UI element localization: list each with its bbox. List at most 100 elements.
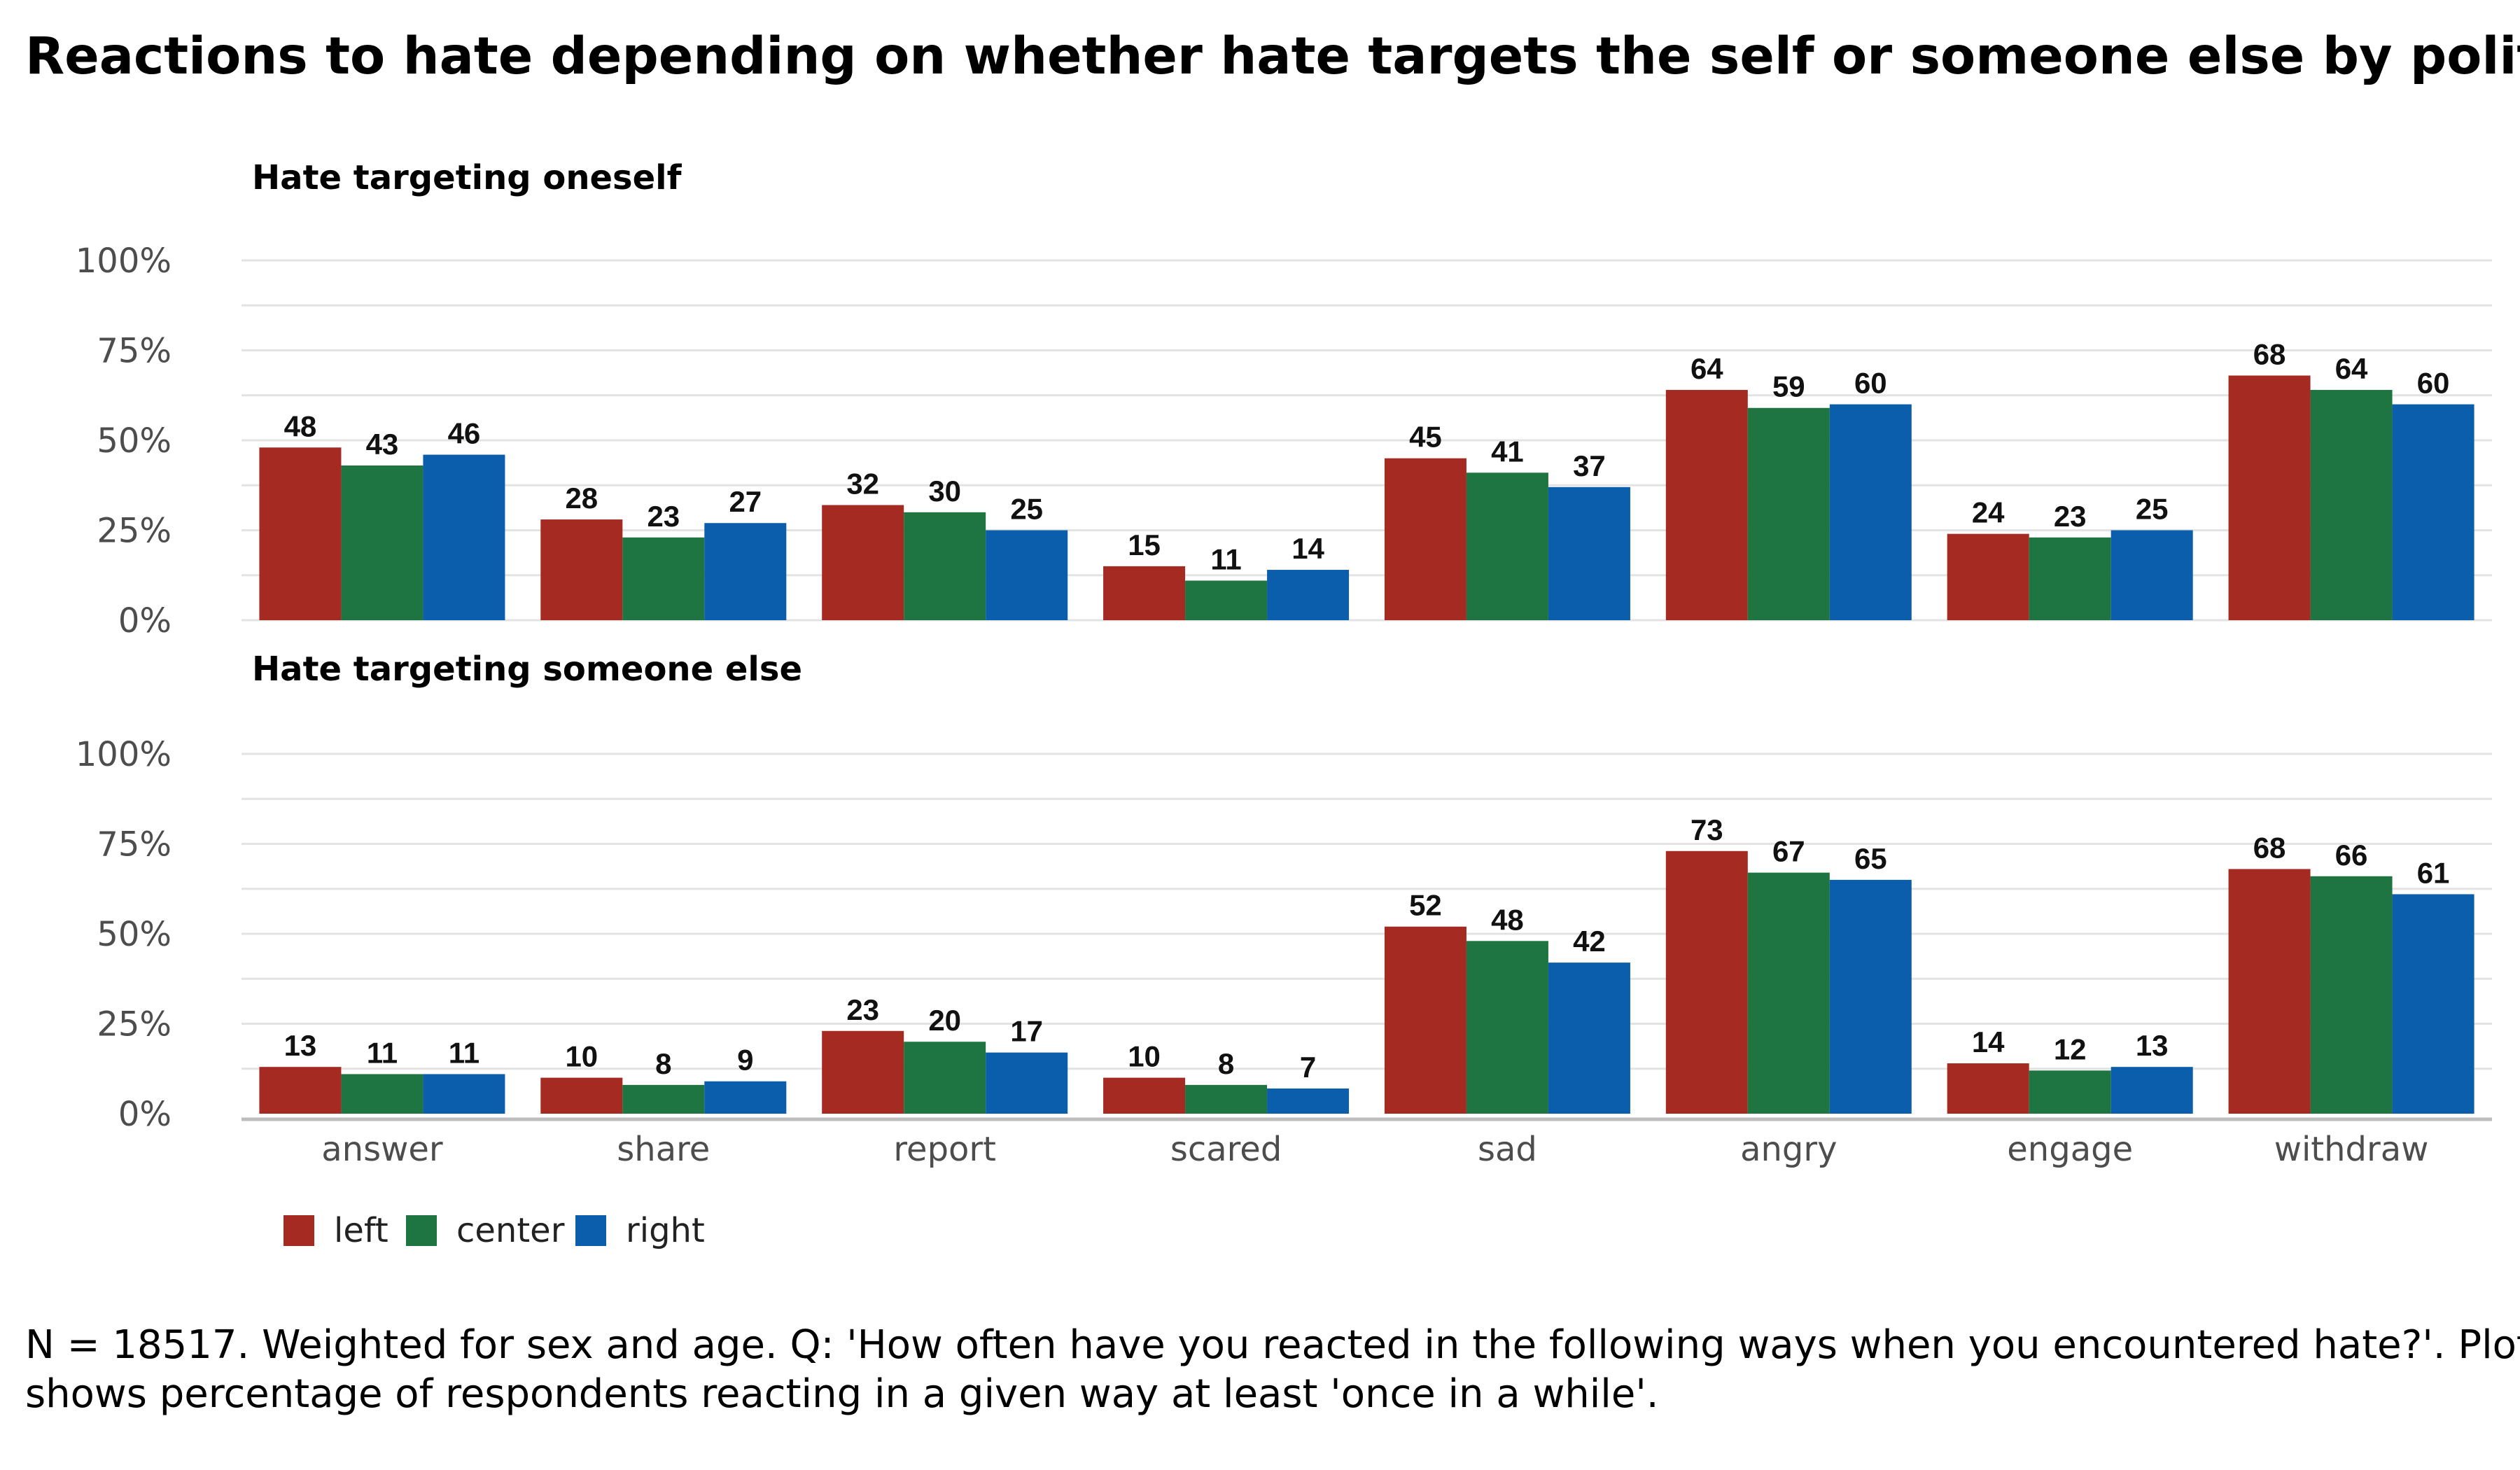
- bar-center-withdraw: [2310, 390, 2393, 620]
- data-label: 10: [565, 1040, 598, 1073]
- bar-center-sad: [1466, 472, 1548, 620]
- bar-left-report: [822, 505, 904, 620]
- data-label: 7: [1300, 1051, 1316, 1084]
- bar-left-share: [540, 1077, 623, 1114]
- bar-right-sad: [1548, 962, 1630, 1114]
- data-label: 64: [1690, 352, 1723, 385]
- bar-left-engage: [1947, 1063, 2029, 1114]
- panel-1: Hate targeting oneself 0% 25% 50% 75% 100% 48 2…: [76, 158, 2492, 640]
- y-tick-label: 75%: [97, 825, 172, 864]
- y-tick-label: 50%: [97, 915, 172, 954]
- bar-right-scared: [1267, 1088, 1350, 1114]
- data-label: 32: [846, 468, 879, 500]
- data-label: 8: [655, 1047, 671, 1080]
- data-label: 61: [2417, 856, 2450, 889]
- data-label: 67: [1772, 835, 1805, 868]
- data-label: 48: [284, 410, 317, 442]
- bar-center-answer: [341, 465, 424, 620]
- x-tick-label: answer: [321, 1130, 443, 1169]
- legend: left center right: [284, 1211, 705, 1250]
- data-label: 60: [1854, 367, 1887, 400]
- data-label: 23: [2054, 500, 2087, 533]
- data-label: 20: [928, 1004, 961, 1037]
- data-label: 48: [1491, 903, 1524, 936]
- bar-left-angry: [1665, 850, 1748, 1114]
- bar-right-angry: [1829, 879, 1912, 1114]
- bar-center-engage: [2029, 537, 2111, 620]
- data-label: 11: [367, 1036, 398, 1069]
- bar-left-sad: [1384, 926, 1466, 1114]
- bar-center-share: [622, 537, 705, 620]
- x-axis: answer share report scared sad angry engage wit…: [321, 1130, 2428, 1169]
- bar-center-angry: [1747, 407, 1830, 620]
- panel-title: Hate targeting oneself: [252, 158, 682, 197]
- data-label: 41: [1491, 435, 1524, 468]
- legend-label-center: center: [456, 1211, 565, 1250]
- chart-panels: Hate targeting oneself0%25%50%75%100%482…: [76, 158, 2492, 1134]
- bar-center-report: [904, 1042, 986, 1114]
- bar-right-answer: [423, 454, 505, 620]
- data-label: 27: [729, 485, 762, 518]
- y-tick-label: 0%: [118, 1095, 172, 1134]
- legend-label-left: left: [334, 1211, 388, 1250]
- data-label: 52: [1409, 889, 1442, 922]
- legend-swatch-left: [284, 1215, 314, 1246]
- y-tick-label: 50%: [97, 421, 172, 461]
- bar-left-answer: [259, 447, 342, 620]
- y-tick-label: 25%: [97, 512, 172, 551]
- data-label: 59: [1772, 370, 1805, 403]
- bar-right-scared: [1267, 570, 1350, 620]
- x-tick-label: angry: [1740, 1130, 1837, 1169]
- bar-right-report: [986, 1052, 1068, 1114]
- bar-center-angry: [1747, 872, 1830, 1114]
- panel-2: Hate targeting someone else 0% 25% 50% 75% 10…: [76, 650, 2492, 1134]
- bar-center-report: [904, 512, 986, 620]
- data-label: 13: [284, 1029, 317, 1062]
- y-tick-label: 25%: [97, 1005, 172, 1044]
- y-tick-label: 75%: [97, 332, 172, 371]
- bar-right-sad: [1548, 486, 1630, 620]
- bar-left-scared: [1103, 1077, 1186, 1114]
- bar-right-share: [704, 1081, 787, 1114]
- y-tick-label: 0%: [118, 601, 172, 640]
- data-label: 43: [366, 428, 399, 461]
- bar-right-withdraw: [2392, 404, 2474, 620]
- data-label: 68: [2253, 831, 2286, 864]
- data-label: 17: [1010, 1015, 1043, 1048]
- data-label: 25: [2136, 493, 2169, 526]
- data-label: 28: [565, 482, 598, 514]
- x-tick-label: report: [893, 1130, 996, 1169]
- data-label: 23: [647, 500, 680, 533]
- bar-left-answer: [259, 1067, 342, 1114]
- legend-label-right: right: [626, 1211, 705, 1250]
- data-label: 14: [1972, 1026, 2005, 1058]
- panel-title: Hate targeting someone else: [252, 650, 802, 689]
- data-label: 11: [449, 1036, 479, 1069]
- data-label: 12: [2054, 1032, 2087, 1065]
- data-label: 9: [737, 1044, 753, 1077]
- legend-swatch-center: [406, 1215, 437, 1246]
- data-label: 30: [928, 475, 961, 507]
- chart-title: Reactions to hate depending on whether h…: [25, 27, 2520, 86]
- bar-left-withdraw: [2228, 869, 2311, 1114]
- data-label: 45: [1409, 421, 1442, 454]
- caption-line-1: N = 18517. Weighted for sex and age. Q: …: [25, 1322, 2520, 1368]
- bar-left-share: [540, 519, 623, 620]
- y-tick-label: 100%: [76, 241, 172, 281]
- x-tick-label: engage: [2007, 1130, 2133, 1169]
- x-tick-label: scared: [1170, 1130, 1282, 1169]
- data-label: 25: [1010, 493, 1043, 526]
- data-label: 23: [846, 993, 879, 1026]
- bar-left-report: [822, 1030, 904, 1114]
- legend-swatch-right: [575, 1215, 606, 1246]
- bar-left-engage: [1947, 533, 2029, 620]
- data-label: 13: [2136, 1029, 2169, 1062]
- bar-right-answer: [423, 1074, 505, 1114]
- data-label: 14: [1292, 532, 1324, 565]
- bar-center-share: [622, 1084, 705, 1114]
- data-label: 68: [2253, 337, 2286, 370]
- bar-right-angry: [1829, 404, 1912, 620]
- bar-right-withdraw: [2392, 894, 2474, 1114]
- data-label: 11: [1210, 542, 1241, 575]
